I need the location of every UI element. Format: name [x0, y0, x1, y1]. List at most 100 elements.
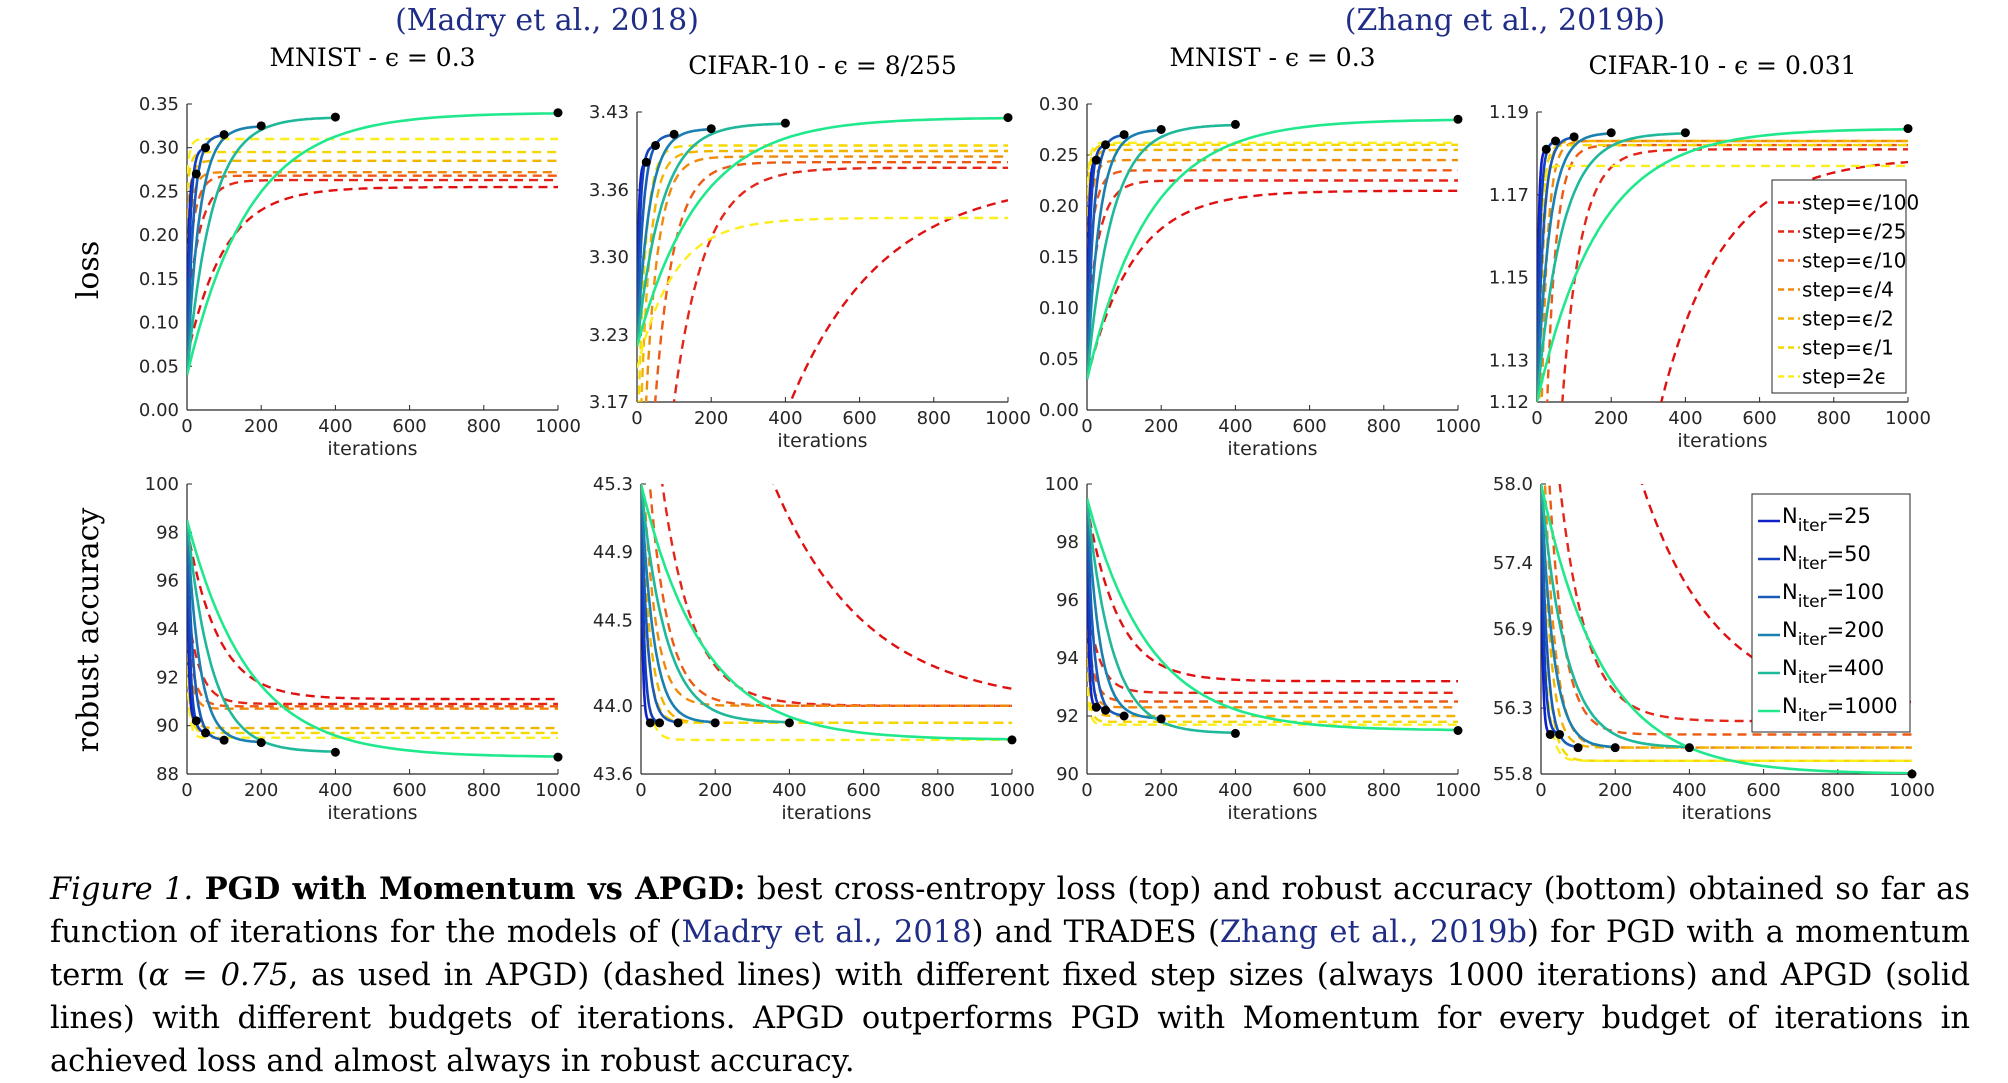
legend-entry: Niter=400: [1782, 656, 1884, 688]
y-tick-label: 0.25: [139, 181, 179, 202]
x-tick-label: 600: [846, 780, 880, 801]
x-axis-label: iterations: [1227, 438, 1317, 460]
chart-title: MNIST - ϵ = 0.3: [269, 43, 475, 72]
dashed-series-line: [641, 569, 1012, 724]
solid-series-line: [187, 520, 262, 744]
y-tick-label: 0.15: [139, 269, 179, 290]
y-tick-label: 90: [156, 716, 179, 737]
endpoint-marker: [655, 718, 665, 728]
x-tick-label: 800: [467, 416, 501, 437]
y-tick-label: 44.5: [593, 610, 633, 631]
legend: Niter=25 Niter=50 Niter=100 Niter=200 Niter=…: [1751, 493, 1911, 733]
solid-series-line: [641, 484, 679, 724]
dashed-series-line: [1087, 504, 1458, 683]
solid-series-line: [1087, 123, 1236, 380]
dashed-series-line: [1087, 189, 1458, 380]
dashed-series-line: [1087, 672, 1458, 723]
y-tick-label: 0.00: [1039, 400, 1079, 421]
solid-series-line: [1541, 484, 1616, 749]
endpoint-marker: [1007, 735, 1017, 745]
endpoint-marker: [1569, 132, 1579, 142]
x-tick-label: 200: [244, 416, 278, 437]
endpoint-marker: [1101, 140, 1111, 150]
caption-text-2: ) and TRADES (: [971, 915, 1220, 950]
solid-series-line: [187, 116, 336, 376]
endpoint-marker: [256, 121, 266, 131]
endpoint-marker: [645, 718, 655, 728]
x-tick-label: 600: [392, 416, 426, 437]
x-axis-label: iterations: [1681, 802, 1771, 824]
y-tick-label: 0.35: [139, 94, 179, 115]
endpoint-marker: [1541, 144, 1551, 154]
endpoint-marker: [1003, 113, 1013, 123]
endpoint-marker: [706, 124, 716, 134]
solid-series-line: [637, 122, 786, 347]
y-tick-label: 45.3: [593, 474, 633, 495]
x-tick-label: 1000: [535, 780, 581, 801]
y-tick-label: 92: [1056, 706, 1079, 727]
legend-entry: Niter=1000: [1782, 694, 1898, 726]
x-axis-label: iterations: [327, 438, 417, 460]
y-tick-label: 96: [156, 571, 179, 592]
x-tick-label: 1000: [1889, 780, 1935, 801]
y-tick-label: 0.05: [139, 356, 179, 377]
legend-box: [1771, 179, 1907, 394]
x-tick-label: 600: [392, 780, 426, 801]
x-tick-label: 800: [917, 408, 951, 429]
chart-c02: MNIST - ϵ = 0.3 0 200 400 600 800 1000 iteratio…: [1039, 43, 1481, 460]
endpoint-marker: [1551, 136, 1561, 146]
y-tick-label: 0.15: [1039, 247, 1079, 268]
dashed-series-line: [187, 604, 558, 706]
legend-entry: Niter=25: [1782, 504, 1871, 536]
endpoint-marker: [553, 108, 563, 118]
x-tick-label: 0: [635, 780, 646, 801]
series-group: [637, 116, 1008, 402]
dashed-series-line: [1087, 141, 1458, 186]
chart-c01: CIFAR-10 - ϵ = 8/255 0 200 400 600 800 1000 ite…: [589, 51, 1031, 452]
chart-c03: CIFAR-10 - ϵ = 0.031 0 200 400 600 800 1000 ite…: [1489, 51, 1931, 452]
endpoint-marker: [1230, 728, 1240, 738]
x-tick-label: 200: [244, 780, 278, 801]
legend-entry: step=ϵ/10: [1802, 249, 1907, 273]
legend-entry: step=ϵ/25: [1802, 220, 1907, 244]
x-tick-label: 800: [467, 780, 501, 801]
dashed-series-line: [1660, 160, 1908, 402]
group-title-zhang: (Zhang et al., 2019b): [1345, 3, 1666, 38]
endpoint-marker: [1119, 711, 1129, 721]
solid-series-line: [1541, 484, 1690, 749]
endpoint-marker: [1907, 769, 1917, 779]
dashed-series-line: [641, 499, 1012, 707]
dashed-series-line: [637, 216, 1008, 369]
y-tick-label: 0.10: [1039, 298, 1079, 319]
endpoint-marker: [191, 716, 201, 726]
x-tick-label: 800: [1817, 408, 1851, 429]
chart-c00: MNIST - ϵ = 0.3 0 200 400 600 800 1000 iteratio…: [139, 43, 581, 460]
x-tick-label: 0: [631, 408, 642, 429]
y-tick-label: 92: [156, 667, 179, 688]
dashed-series-line: [772, 484, 1012, 690]
x-tick-label: 200: [1144, 416, 1178, 437]
chart-c12: 0 200 400 600 800 1000 iterations 90 92 94 96 98 100: [1045, 474, 1481, 824]
chart-title: CIFAR-10 - ϵ = 0.031: [1588, 51, 1856, 80]
x-tick-label: 1000: [1435, 780, 1481, 801]
legend: step=ϵ/100 step=ϵ/25 step=ϵ/10 step=ϵ/4 step…: [1771, 179, 1919, 394]
y-tick-label: 1.17: [1489, 185, 1529, 206]
dashed-series-line: [187, 170, 558, 253]
x-tick-label: 600: [1746, 780, 1780, 801]
endpoint-marker: [1091, 702, 1101, 712]
caption-cite-madry[interactable]: Madry et al., 2018: [681, 915, 972, 950]
figure-caption: Figure 1. PGD with Momentum vs APGD: bes…: [50, 868, 1970, 1083]
chart-c13: 0 200 400 600 800 1000 iterations 55.8 56.3 56.9 5…: [1493, 474, 1935, 824]
chart-c11: 0 200 400 600 800 1000 iterations 43.6 44.0 44.5 4…: [593, 474, 1035, 824]
caption-cite-zhang[interactable]: Zhang et al., 2019b: [1219, 915, 1527, 950]
x-tick-label: 0: [1531, 408, 1542, 429]
x-tick-label: 0: [1081, 780, 1092, 801]
dashed-series-line: [187, 159, 558, 218]
x-axis-label: iterations: [1227, 802, 1317, 824]
endpoint-marker: [1101, 705, 1111, 715]
dashed-series-line: [1087, 169, 1458, 288]
y-tick-label: 1.12: [1489, 392, 1529, 413]
solid-series-line: [1087, 498, 1458, 732]
group-title-madry: (Madry et al., 2018): [395, 3, 699, 38]
y-tick-label: 56.9: [1493, 619, 1533, 640]
